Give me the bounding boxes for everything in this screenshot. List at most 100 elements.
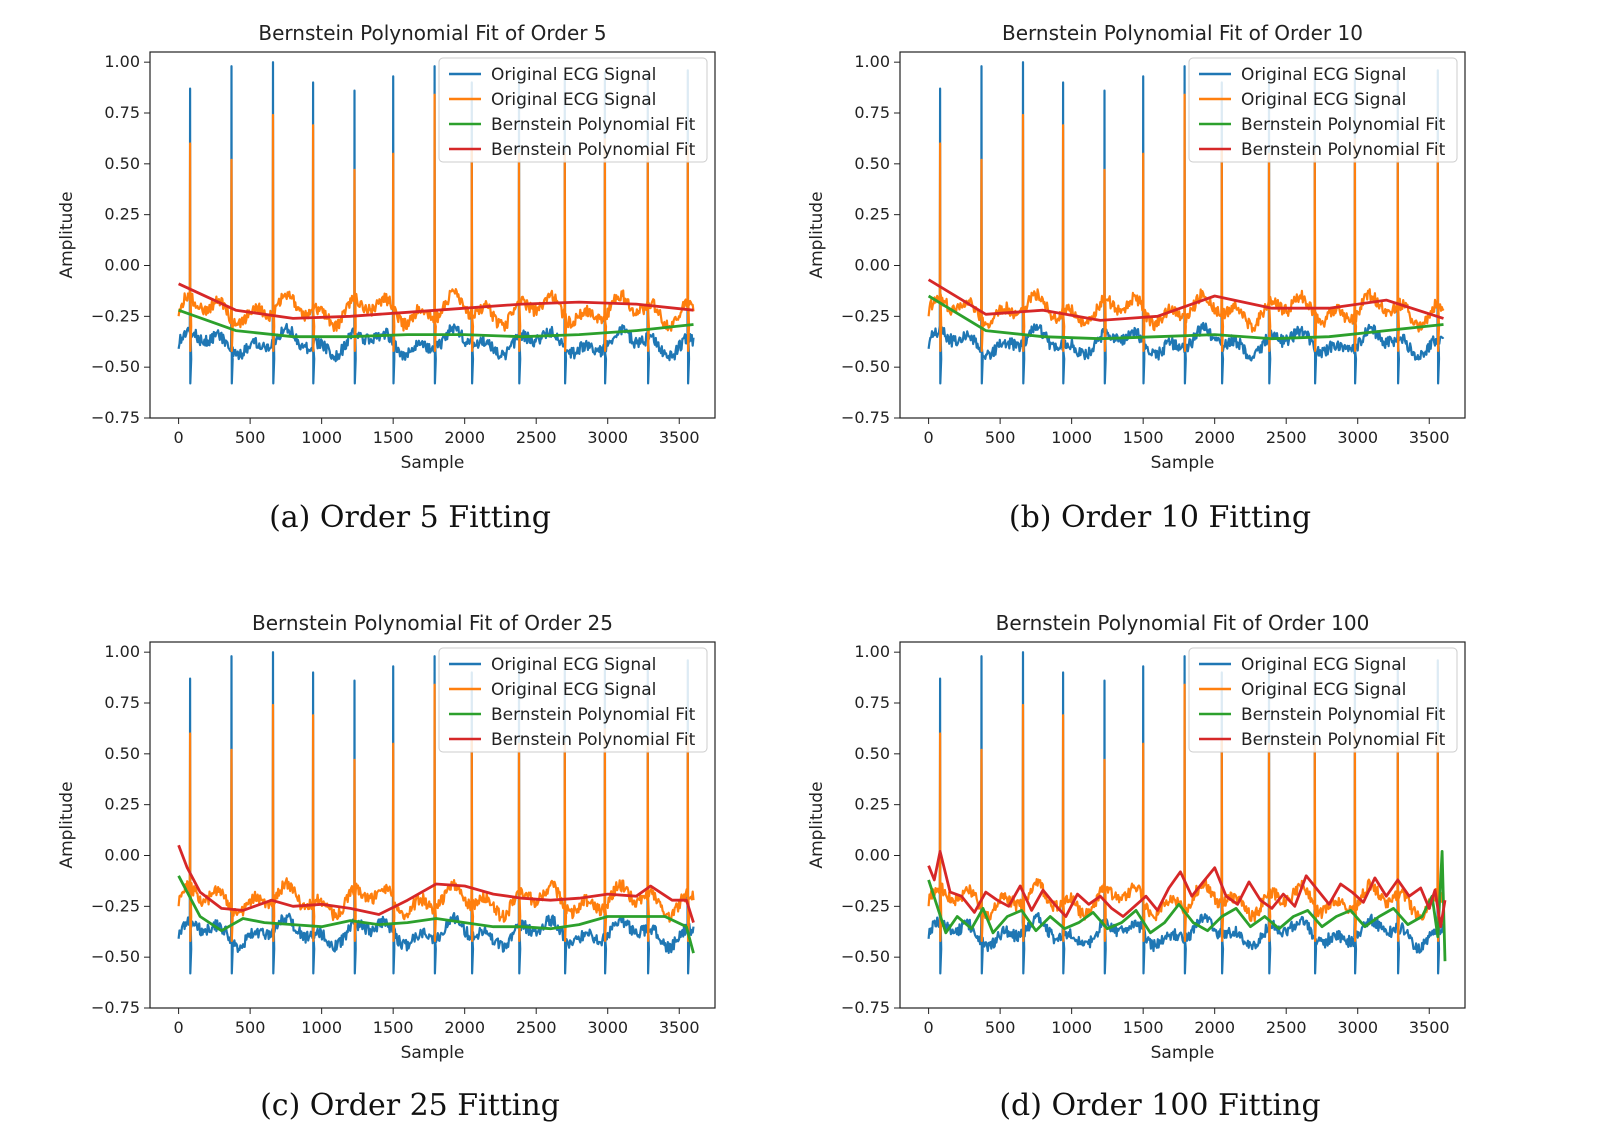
plot-frame [899, 51, 1466, 419]
x-tick-label: 1500 [1123, 1018, 1164, 1037]
caption-d: (d) Order 100 Fitting [999, 1088, 1321, 1123]
y-tick-label: 0.25 [854, 795, 890, 814]
series-line-2 [927, 683, 1445, 942]
y-tick-label: −0.25 [91, 306, 140, 325]
legend-label: Bernstein Polynomial Fit [1241, 115, 1446, 135]
y-tick-label: −0.50 [91, 357, 140, 376]
chart-title: Bernstein Polynomial Fit of Order 25 [252, 611, 613, 635]
x-tick-label: 1500 [1123, 428, 1164, 447]
legend-label: Bernstein Polynomial Fit [1241, 705, 1446, 725]
x-tick-label: 3000 [587, 1018, 628, 1037]
chart-panel-a: 0 500 1000 1500 2000 2500 3000 3500 −0.75 −0.50 −0… [40, 10, 740, 480]
x-tick-label: 2500 [516, 428, 557, 447]
legend-box [1188, 57, 1458, 163]
legend-label: Bernstein Polynomial Fit [491, 140, 696, 160]
y-tick-label: −0.50 [841, 947, 890, 966]
y-axis-label: Amplitude [57, 191, 77, 278]
series-line-4 [927, 850, 1447, 929]
y-tick-label: 0.00 [104, 846, 140, 865]
legend: Original ECG Signal Original ECG Signal Be… [1188, 647, 1458, 753]
y-tick-label: 0.75 [104, 103, 140, 122]
legend-label: Original ECG Signal [491, 65, 656, 85]
legend-label: Bernstein Polynomial Fit [491, 730, 696, 750]
chart-panel-c: 0 500 1000 1500 2000 2500 3000 3500 −0.75 −0.50 −0… [40, 600, 740, 1070]
series-group [177, 61, 695, 385]
legend-box [438, 57, 708, 163]
x-tick-label: 500 [985, 1018, 1016, 1037]
x-tick-label: 3500 [659, 1018, 700, 1037]
x-tick-label: 500 [985, 428, 1016, 447]
legend-box [438, 647, 708, 753]
x-tick-label: 1000 [1051, 1018, 1092, 1037]
x-tick-label: 3500 [1409, 1018, 1450, 1037]
legend: Original ECG Signal Original ECG Signal Be… [438, 57, 708, 163]
y-tick-label: 0.75 [854, 103, 890, 122]
x-tick-label: 2000 [1194, 428, 1235, 447]
series-line-4 [177, 844, 695, 924]
y-axis-label: Amplitude [807, 781, 827, 868]
y-tick-label: −0.75 [841, 998, 890, 1017]
x-tick-label: 3000 [1337, 428, 1378, 447]
x-tick-label: 0 [924, 1018, 934, 1037]
x-tick-label: 3000 [1337, 1018, 1378, 1037]
x-tick-label: 1500 [373, 1018, 414, 1037]
x-tick-label: 500 [235, 1018, 266, 1037]
y-tick-label: 1.00 [104, 52, 140, 71]
x-tick-label: 0 [924, 428, 934, 447]
chart-title: Bernstein Polynomial Fit of Order 10 [1002, 21, 1363, 45]
x-tick-label: 1000 [1051, 428, 1092, 447]
y-tick-label: 1.00 [104, 642, 140, 661]
chart-svg-b: 0 500 1000 1500 2000 2500 3000 3500 −0.75 −0.50 −0… [807, 21, 1466, 473]
x-tick-label: 2500 [516, 1018, 557, 1037]
y-tick-label: 0.25 [104, 205, 140, 224]
chart-title: Bernstein Polynomial Fit of Order 5 [258, 21, 606, 45]
y-tick-label: −0.75 [91, 408, 140, 427]
legend-label: Original ECG Signal [1241, 65, 1406, 85]
x-tick-label: 3500 [1409, 428, 1450, 447]
x-tick-label: 2500 [1266, 428, 1307, 447]
x-tick-label: 500 [235, 428, 266, 447]
chart-svg-a: 0 500 1000 1500 2000 2500 3000 3500 −0.75 −0.50 −0… [57, 21, 716, 473]
series-line-1 [177, 651, 695, 975]
series-line-1 [927, 651, 1445, 975]
x-tick-label: 2500 [1266, 1018, 1307, 1037]
legend-box [1188, 647, 1458, 753]
y-axis-label: Amplitude [57, 781, 77, 868]
chart-panel-d: 0 500 1000 1500 2000 2500 3000 3500 −0.75 −0.50 −0… [790, 600, 1490, 1070]
legend-label: Bernstein Polynomial Fit [1241, 140, 1446, 160]
x-axis-label: Sample [401, 453, 465, 473]
x-tick-label: 2000 [444, 1018, 485, 1037]
x-tick-label: 2000 [1194, 1018, 1235, 1037]
caption-c: (c) Order 25 Fitting [260, 1088, 560, 1123]
series-line-3 [178, 308, 694, 339]
x-tick-label: 3500 [659, 428, 700, 447]
chart-svg-c: 0 500 1000 1500 2000 2500 3000 3500 −0.75 −0.50 −0… [57, 611, 716, 1063]
legend-label: Original ECG Signal [491, 680, 656, 700]
y-tick-label: 0.25 [104, 795, 140, 814]
y-tick-label: 0.00 [854, 846, 890, 865]
y-tick-label: 1.00 [854, 642, 890, 661]
y-tick-label: −0.75 [841, 408, 890, 427]
y-tick-label: 0.50 [854, 744, 890, 763]
y-tick-label: −0.50 [91, 947, 140, 966]
y-tick-label: 0.00 [104, 256, 140, 275]
x-axis-label: Sample [1151, 1043, 1215, 1063]
legend: Original ECG Signal Original ECG Signal Be… [438, 647, 708, 753]
y-tick-label: 0.25 [854, 205, 890, 224]
x-tick-label: 0 [174, 428, 184, 447]
y-tick-label: 1.00 [854, 52, 890, 71]
y-tick-label: −0.25 [91, 896, 140, 915]
series-line-3 [177, 875, 695, 954]
plot-frame [899, 641, 1466, 1009]
chart-svg-d: 0 500 1000 1500 2000 2500 3000 3500 −0.75 −0.50 −0… [807, 611, 1466, 1063]
x-tick-label: 0 [174, 1018, 184, 1037]
legend-label: Bernstein Polynomial Fit [491, 115, 696, 135]
y-tick-label: −0.25 [841, 306, 890, 325]
x-tick-label: 3000 [587, 428, 628, 447]
chart-title: Bernstein Polynomial Fit of Order 100 [996, 611, 1370, 635]
series-group [927, 651, 1447, 975]
series-line-1 [927, 61, 1445, 385]
plot-frame [149, 641, 716, 1009]
series-group [927, 61, 1445, 385]
legend: Original ECG Signal Original ECG Signal Be… [1188, 57, 1458, 163]
